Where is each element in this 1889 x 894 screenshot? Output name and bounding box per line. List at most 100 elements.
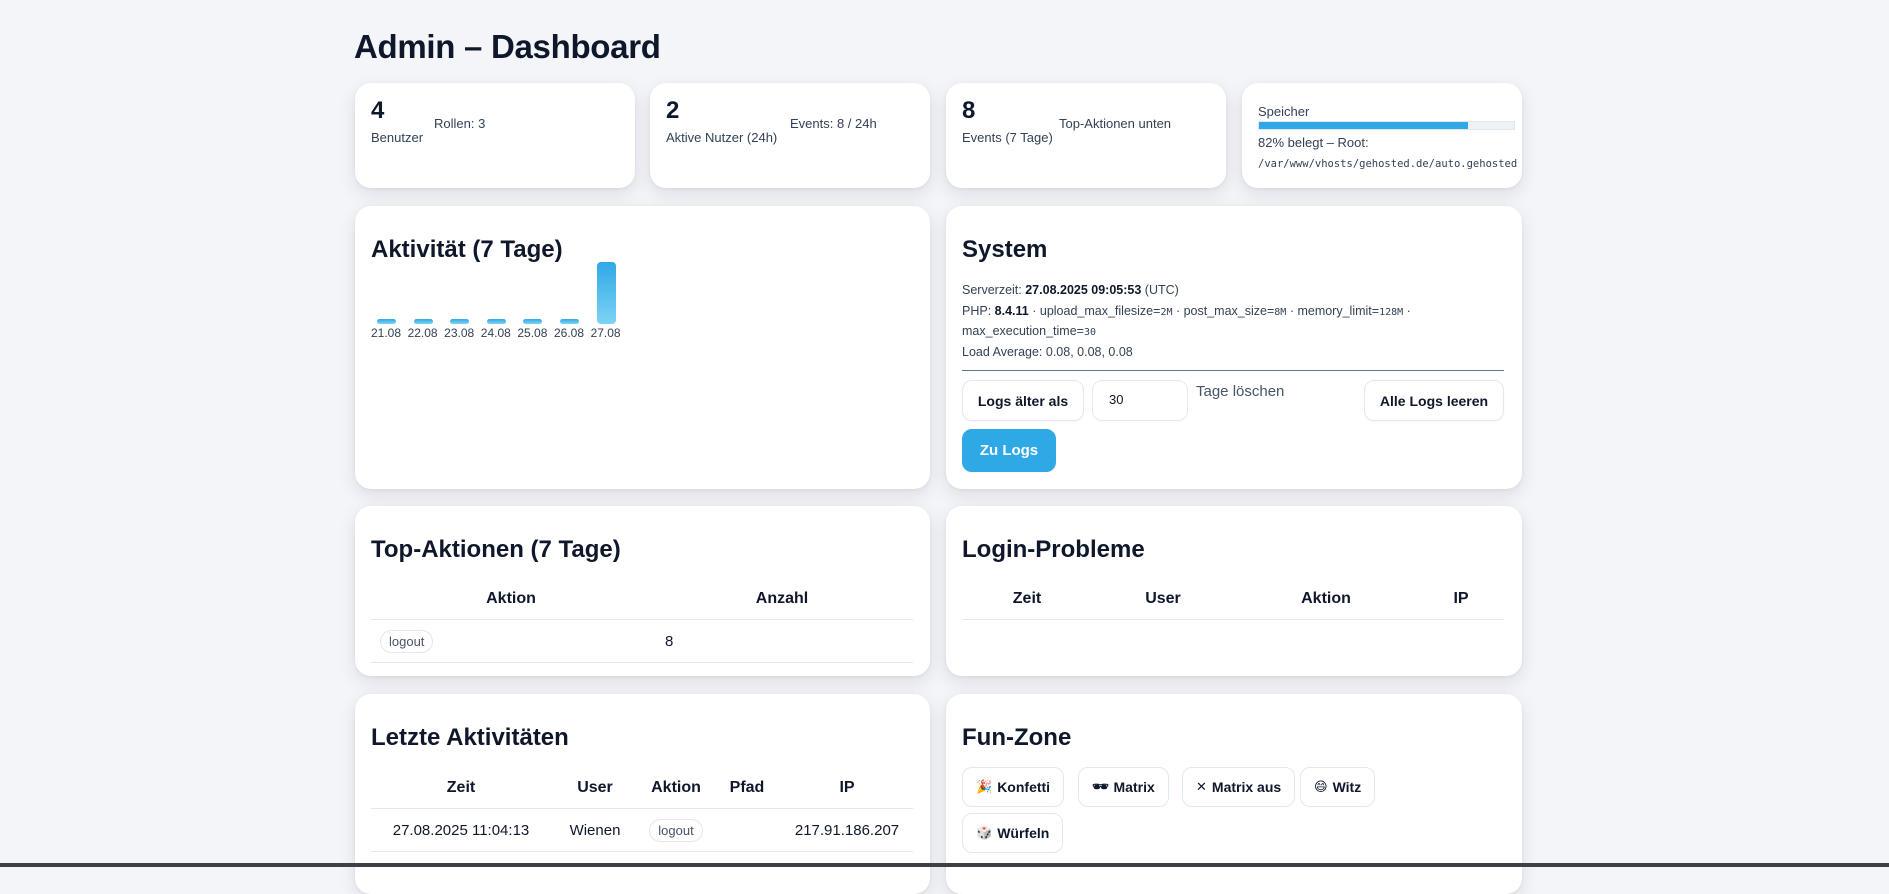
- activity-bar-label: 25.08: [517, 326, 548, 340]
- purge-logs-button[interactable]: Logs älter als: [962, 380, 1084, 421]
- smiley-icon: 😄: [1314, 779, 1328, 794]
- activity-bar: [560, 319, 579, 324]
- row-user: Wienen: [551, 808, 639, 852]
- server-time-value: 27.08.2025 09:05:53: [1025, 283, 1142, 297]
- action-chip: logout: [649, 818, 703, 842]
- recent-activity-title: Letzte Aktivitäten: [371, 724, 569, 751]
- exec-label: max_execution_time=: [962, 324, 1084, 338]
- server-time-line: Serverzeit: 27.08.2025 09:05:53 (UTC): [962, 283, 1179, 297]
- column-header: User: [1145, 590, 1181, 607]
- storage-used-text: 82% belegt – Root:: [1258, 135, 1369, 150]
- stat-number: 8: [962, 97, 976, 124]
- activity-bar: [523, 319, 543, 324]
- recent-activity-table: Zeit User Aktion Pfad IP 27.08.2025 11:0…: [371, 768, 913, 852]
- memory-label: · memory_limit=: [1289, 304, 1380, 318]
- storage-progress-track: [1258, 121, 1515, 130]
- days-input[interactable]: 30: [1092, 380, 1188, 421]
- top-actions-table: Aktion Anzahl logout 8: [371, 579, 913, 663]
- dice-button[interactable]: 🎲 Würfeln: [962, 813, 1064, 853]
- system-title: System: [962, 236, 1048, 263]
- button-label: Würfeln: [997, 825, 1050, 841]
- button-label: Witz: [1332, 779, 1362, 795]
- storage-path: /var/www/vhosts/gehosted.de/auto.gehoste…: [1258, 158, 1518, 170]
- activity-bar: [413, 319, 433, 324]
- column-header: Zeit: [1012, 590, 1042, 607]
- activity-bar-label: 27.08: [590, 326, 621, 340]
- activity-bar-slot: [591, 258, 621, 324]
- days-suffix: Tage löschen: [1196, 383, 1285, 400]
- activity-bar-label: 21.08: [370, 326, 402, 340]
- stat-card-events: 8 Events (7 Tage) Top-Aktionen unten: [946, 83, 1226, 188]
- row-time: 27.08.2025 11:04:13: [371, 808, 551, 852]
- column-header: Aktion: [651, 779, 701, 796]
- memory-value: 128M: [1379, 307, 1404, 318]
- matrix-off-button[interactable]: ✕ Matrix aus: [1182, 767, 1296, 807]
- stat-card-storage: Speicher 82% belegt – Root: /var/www/vho…: [1242, 83, 1522, 188]
- activity-bar-slot: [444, 258, 474, 324]
- stat-meta: Rollen: 3: [434, 116, 486, 131]
- stat-card-active-users: 2 Aktive Nutzer (24h) Events: 8 / 24h: [650, 83, 930, 188]
- exec-time-line: max_execution_time=30: [962, 324, 1096, 338]
- stat-meta: Top-Aktionen unten: [1059, 116, 1172, 131]
- php-version: 8.4.11: [994, 304, 1029, 318]
- column-header: IP: [1453, 590, 1469, 607]
- column-header: Aktion: [486, 590, 536, 607]
- top-actions-card: Top-Aktionen (7 Tage) Aktion Anzahl logo…: [355, 506, 930, 676]
- activity-bar: [450, 319, 470, 324]
- recent-activity-card: Letzte Aktivitäten Zeit User Aktion Pfad…: [355, 694, 930, 894]
- post-label: · post_max_size=: [1175, 304, 1275, 318]
- storage-progress-fill: [1259, 122, 1469, 129]
- table-row: 27.08.2025 11:04:13 Wienen logout 217.91…: [371, 808, 913, 852]
- exec-value: 30: [1083, 327, 1096, 338]
- page-title: Admin – Dashboard: [354, 28, 661, 65]
- top-actions-title: Top-Aktionen (7 Tage): [371, 536, 621, 563]
- column-header: Anzahl: [755, 590, 809, 607]
- dice-icon: 🎲: [976, 825, 993, 840]
- activity-bar-slot: [517, 258, 547, 324]
- upload-label: · upload_max_filesize=: [1032, 304, 1161, 318]
- activity-bar-label: 22.08: [407, 326, 438, 340]
- activity-bar-label: 23.08: [444, 326, 475, 340]
- button-label: Matrix aus: [1211, 779, 1282, 795]
- activity-chart: 21.08 22.08 23.08 24.08 25.08 26.08 27.08: [371, 258, 651, 358]
- stat-label: Events (7 Tage): [962, 130, 1053, 145]
- matrix-button[interactable]: 🕶 Matrix: [1078, 767, 1169, 807]
- stat-label: Aktive Nutzer (24h): [666, 130, 778, 145]
- button-label: Matrix: [1113, 779, 1155, 795]
- row-path: [713, 808, 781, 852]
- activity-bar: [486, 319, 506, 324]
- window-bottom-edge: [0, 863, 1889, 867]
- login-problems-title: Login-Probleme: [962, 536, 1145, 563]
- joke-button[interactable]: 😄 Witz: [1300, 767, 1376, 807]
- action-count: 8: [651, 619, 913, 663]
- stat-number: 2: [666, 97, 680, 124]
- fun-zone-title: Fun-Zone: [962, 724, 1072, 751]
- clear-all-logs-button[interactable]: Alle Logs leeren: [1364, 380, 1504, 421]
- close-icon: ✕: [1196, 779, 1207, 794]
- row-ip: 217.91.186.207: [781, 808, 913, 852]
- party-popper-icon: 🎉: [976, 779, 993, 794]
- activity-bar-slot: [408, 258, 438, 324]
- column-header: IP: [839, 779, 855, 796]
- column-header: Zeit: [446, 779, 476, 796]
- login-problems-card: Login-Probleme Zeit User Aktion IP: [946, 506, 1522, 676]
- activity-bar-slot: [554, 258, 584, 324]
- activity-title: Aktivität (7 Tage): [371, 236, 563, 263]
- server-timezone: (UTC): [1144, 283, 1179, 297]
- activity-card: Aktivität (7 Tage) 21.08 22.08 23.08 24.08 2…: [355, 206, 930, 489]
- system-card: System Serverzeit: 27.08.2025 09:05:53 (…: [946, 206, 1522, 489]
- button-label: Konfetti: [997, 779, 1051, 795]
- action-chip: logout: [380, 629, 434, 653]
- column-header: User: [577, 779, 613, 796]
- upload-value: 2M: [1160, 307, 1173, 318]
- stat-meta: Events: 8 / 24h: [790, 116, 877, 131]
- load-average: Load Average: 0.08, 0.08, 0.08: [962, 345, 1133, 359]
- sunglasses-icon: 🕶: [1092, 779, 1109, 794]
- stat-card-users: 4 Benutzer Rollen: 3: [355, 83, 635, 188]
- to-logs-button[interactable]: Zu Logs: [962, 429, 1056, 472]
- storage-title: Speicher: [1258, 104, 1310, 119]
- confetti-button[interactable]: 🎉 Konfetti: [962, 767, 1065, 807]
- activity-bar: [596, 262, 616, 324]
- table-row: logout 8: [371, 619, 913, 663]
- stat-label: Benutzer: [371, 130, 424, 145]
